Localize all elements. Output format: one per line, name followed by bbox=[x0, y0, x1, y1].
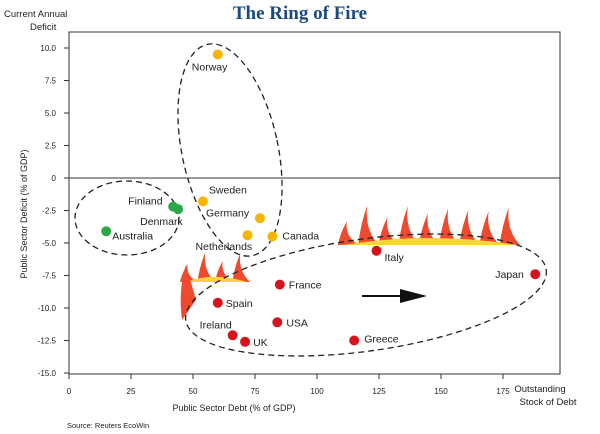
point-label-canada: Canada bbox=[282, 231, 319, 243]
y-tick-label: -15.0 bbox=[38, 369, 57, 378]
point-norway bbox=[212, 49, 223, 60]
point-label-greece: Greece bbox=[364, 334, 399, 346]
point-label-denmark: Denmark bbox=[140, 216, 183, 228]
x-tick-label: 50 bbox=[189, 387, 198, 396]
point-label-uk: UK bbox=[253, 337, 268, 349]
point-spain bbox=[212, 297, 223, 308]
flame bbox=[180, 265, 196, 320]
point-label-netherlands: Netherlands bbox=[196, 241, 253, 253]
ellipse-yellow-group bbox=[177, 43, 283, 257]
x-tick-label: 0 bbox=[67, 387, 72, 396]
point-label-usa: USA bbox=[286, 317, 308, 329]
plot-frame bbox=[68, 31, 561, 375]
point-australia bbox=[101, 226, 112, 237]
point-sweden bbox=[197, 196, 208, 207]
y-tick-label: -2.5 bbox=[42, 207, 56, 216]
point-label-italy: Italy bbox=[385, 252, 405, 264]
x-tick-label: 100 bbox=[310, 387, 324, 396]
y-axis-top-label-line2: Deficit bbox=[30, 22, 57, 33]
point-greece bbox=[349, 335, 360, 346]
point-italy bbox=[371, 245, 382, 256]
point-label-australia: Australia bbox=[112, 230, 153, 242]
x-tick-label: 75 bbox=[251, 387, 260, 396]
point-label-spain: Spain bbox=[226, 298, 253, 310]
arrow-right-icon bbox=[362, 289, 427, 303]
point-label-ireland: Ireland bbox=[200, 319, 232, 331]
point-japan bbox=[530, 269, 541, 280]
flame bbox=[338, 205, 520, 245]
y-axis-top-label-line1: Current Annual bbox=[4, 9, 67, 20]
x-axis-label: Public Sector Debt (% of GDP) bbox=[172, 403, 295, 413]
point-label-norway: Norway bbox=[192, 62, 228, 74]
point-usa bbox=[272, 317, 283, 328]
point-netherlands bbox=[242, 230, 253, 241]
y-tick-label: -5.0 bbox=[42, 239, 56, 248]
y-tick-label: 10.0 bbox=[40, 44, 56, 53]
x-tick-label: 150 bbox=[434, 387, 448, 396]
y-tick-label: 5.0 bbox=[45, 109, 57, 118]
flames bbox=[180, 205, 520, 320]
point-denmark bbox=[173, 204, 184, 215]
y-tick-label: 0 bbox=[52, 174, 57, 183]
y-tick-label: 2.5 bbox=[45, 142, 57, 151]
point-germany bbox=[254, 213, 265, 224]
point-ireland bbox=[227, 330, 238, 341]
x-axis-end-label-line1: Outstanding bbox=[514, 384, 565, 395]
point-label-sweden: Sweden bbox=[209, 184, 247, 196]
x-tick-label: 25 bbox=[127, 387, 136, 396]
y-tick-label: -12.5 bbox=[38, 337, 57, 346]
point-label-finland: Finland bbox=[128, 196, 163, 208]
point-label-france: France bbox=[289, 280, 322, 292]
y-tick-label: 7.5 bbox=[45, 77, 57, 86]
points: Norway Sweden Germany Netherlands Canada Finl… bbox=[101, 49, 541, 349]
x-tick-label: 125 bbox=[372, 387, 386, 396]
y-tick-label: -7.5 bbox=[42, 272, 56, 281]
point-france bbox=[274, 279, 285, 290]
y-tick-label: -10.0 bbox=[38, 304, 57, 313]
point-label-japan: Japan bbox=[495, 269, 524, 281]
point-canada bbox=[267, 231, 278, 242]
ellipse-green-group bbox=[74, 180, 180, 256]
point-label-germany: Germany bbox=[206, 207, 250, 219]
source-note: Source: Reuters EcoWin bbox=[67, 421, 149, 430]
point-uk bbox=[240, 336, 251, 347]
x-tick-label: 175 bbox=[496, 387, 510, 396]
flame-core bbox=[343, 238, 517, 245]
group-ellipses bbox=[74, 43, 548, 357]
axes: 10.0 7.5 5.0 2.5 0 -2.5 -5.0 -7.5 -10.0 -12.5 -15.… bbox=[38, 44, 560, 396]
flame-core bbox=[185, 276, 247, 282]
y-axis-label: Public Sector Deficit (% of GDP) bbox=[19, 149, 29, 278]
ellipse-red-group bbox=[184, 233, 548, 357]
x-axis-end-label-line2: Stock of Debt bbox=[519, 397, 576, 408]
chart-title: The Ring of Fire bbox=[233, 3, 367, 24]
